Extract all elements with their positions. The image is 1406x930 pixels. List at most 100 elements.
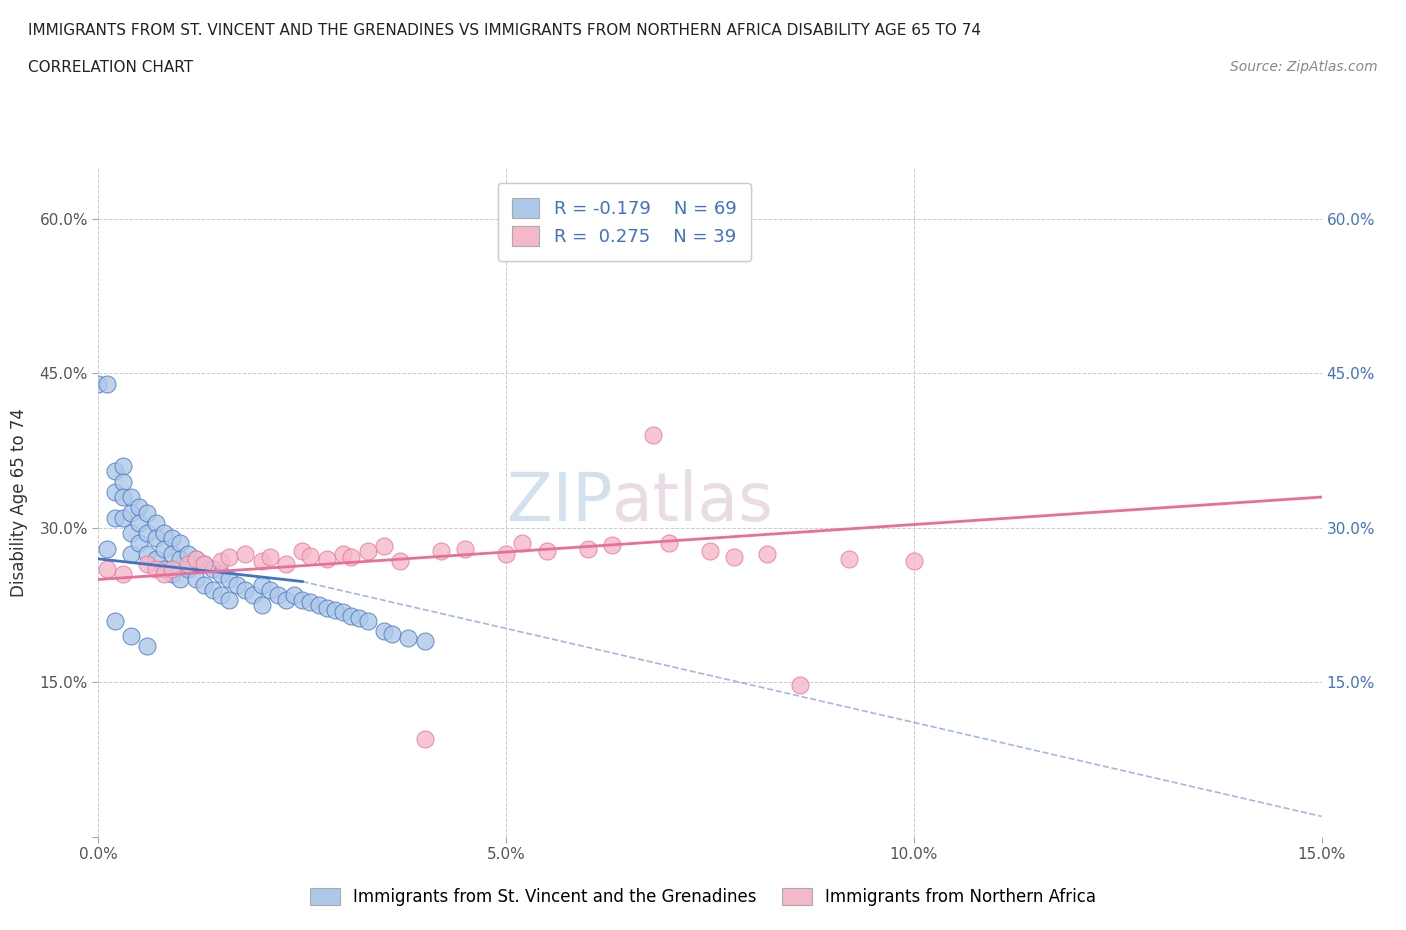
Point [193, 578, 215, 592]
Point [104, 485, 127, 499]
Point [201, 582, 224, 597]
Point [641, 428, 664, 443]
Point [430, 543, 453, 558]
Point [186, 572, 208, 587]
Point [145, 562, 167, 577]
Point [495, 546, 517, 561]
Point [136, 546, 159, 561]
Point [600, 538, 623, 553]
Point [209, 567, 232, 582]
Legend: Immigrants from St. Vincent and the Grenadines, Immigrants from Northern Africa: Immigrants from St. Vincent and the Gren… [304, 881, 1102, 912]
Point [111, 567, 134, 582]
Point [218, 592, 240, 607]
Point [413, 732, 436, 747]
Point [373, 623, 395, 638]
Point [332, 546, 354, 561]
Point [356, 543, 378, 558]
Point [152, 567, 174, 582]
Point [120, 505, 142, 520]
Point [903, 553, 925, 568]
Point [218, 550, 240, 565]
Point [250, 598, 273, 613]
Point [315, 601, 337, 616]
Point [145, 515, 167, 530]
Point [160, 531, 183, 546]
Point [259, 550, 281, 565]
Point [512, 536, 534, 551]
Text: ZIP: ZIP [506, 470, 612, 535]
Point [87, 377, 110, 392]
Point [152, 562, 174, 577]
Point [120, 525, 142, 540]
Point [128, 500, 150, 515]
Point [160, 562, 183, 577]
Point [145, 531, 167, 546]
Point [120, 629, 142, 644]
Point [152, 541, 174, 556]
Point [413, 634, 436, 649]
Point [756, 546, 779, 561]
Point [177, 556, 200, 571]
Point [723, 550, 745, 565]
Point [177, 562, 200, 577]
Point [104, 511, 127, 525]
Point [128, 515, 150, 530]
Point [136, 525, 159, 540]
Point [111, 489, 134, 504]
Point [104, 464, 127, 479]
Point [160, 546, 183, 561]
Point [193, 556, 215, 571]
Point [242, 588, 264, 603]
Point [193, 556, 215, 571]
Point [349, 610, 371, 625]
Point [373, 539, 395, 554]
Point [96, 541, 118, 556]
Legend: R = -0.179    N = 69, R =  0.275    N = 39: R = -0.179 N = 69, R = 0.275 N = 39 [498, 183, 751, 261]
Point [340, 550, 363, 565]
Point [274, 592, 297, 607]
Point [152, 525, 174, 540]
Point [177, 546, 200, 561]
Point [267, 588, 290, 603]
Text: atlas: atlas [612, 470, 773, 535]
Point [381, 627, 404, 642]
Point [186, 551, 208, 566]
Point [259, 582, 281, 597]
Point [136, 639, 159, 654]
Point [145, 551, 167, 566]
Point [576, 541, 599, 556]
Point [201, 562, 224, 577]
Point [789, 677, 811, 692]
Text: IMMIGRANTS FROM ST. VINCENT AND THE GRENADINES VS IMMIGRANTS FROM NORTHERN AFRIC: IMMIGRANTS FROM ST. VINCENT AND THE GREN… [28, 23, 981, 38]
Point [283, 588, 305, 603]
Text: Source: ZipAtlas.com: Source: ZipAtlas.com [1230, 60, 1378, 74]
Point [111, 474, 134, 489]
Point [356, 613, 378, 628]
Point [536, 543, 558, 558]
Point [323, 603, 346, 618]
Point [209, 588, 232, 603]
Text: CORRELATION CHART: CORRELATION CHART [28, 60, 193, 75]
Point [274, 556, 297, 571]
Point [838, 551, 860, 566]
Point [186, 551, 208, 566]
Point [315, 551, 337, 566]
Y-axis label: Disability Age 65 to 74: Disability Age 65 to 74 [10, 407, 28, 597]
Point [169, 551, 191, 566]
Point [658, 536, 681, 551]
Point [128, 536, 150, 551]
Point [308, 598, 330, 613]
Point [233, 546, 256, 561]
Point [389, 553, 412, 568]
Point [209, 553, 232, 568]
Point [169, 572, 191, 587]
Point [299, 594, 322, 609]
Point [250, 578, 273, 592]
Point [169, 536, 191, 551]
Point [120, 489, 142, 504]
Point [160, 567, 183, 582]
Point [233, 582, 256, 597]
Point [120, 546, 142, 561]
Point [96, 562, 118, 577]
Point [111, 511, 134, 525]
